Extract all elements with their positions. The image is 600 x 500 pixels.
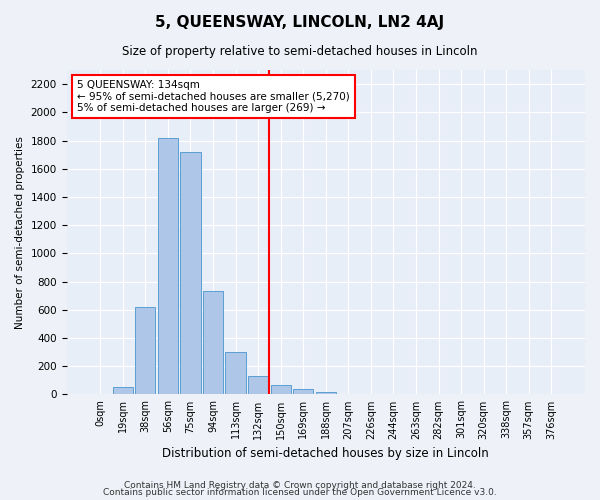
Text: 5 QUEENSWAY: 134sqm
← 95% of semi-detached houses are smaller (5,270)
5% of semi: 5 QUEENSWAY: 134sqm ← 95% of semi-detach… [77, 80, 350, 113]
Bar [293, 389, 313, 394]
Text: Contains HM Land Registry data © Crown copyright and database right 2024.: Contains HM Land Registry data © Crown c… [124, 480, 476, 490]
Bar [113, 388, 133, 394]
Text: 5, QUEENSWAY, LINCOLN, LN2 4AJ: 5, QUEENSWAY, LINCOLN, LN2 4AJ [155, 15, 445, 30]
Bar [226, 352, 246, 395]
Bar [248, 376, 268, 394]
Text: Contains public sector information licensed under the Open Government Licence v3: Contains public sector information licen… [103, 488, 497, 497]
X-axis label: Distribution of semi-detached houses by size in Lincoln: Distribution of semi-detached houses by … [163, 447, 489, 460]
Bar [135, 307, 155, 394]
Text: Size of property relative to semi-detached houses in Lincoln: Size of property relative to semi-detach… [122, 45, 478, 58]
Bar [316, 392, 336, 394]
Y-axis label: Number of semi-detached properties: Number of semi-detached properties [15, 136, 25, 328]
Bar [203, 292, 223, 395]
Bar [181, 152, 200, 394]
Bar [158, 138, 178, 394]
Bar [271, 386, 291, 394]
